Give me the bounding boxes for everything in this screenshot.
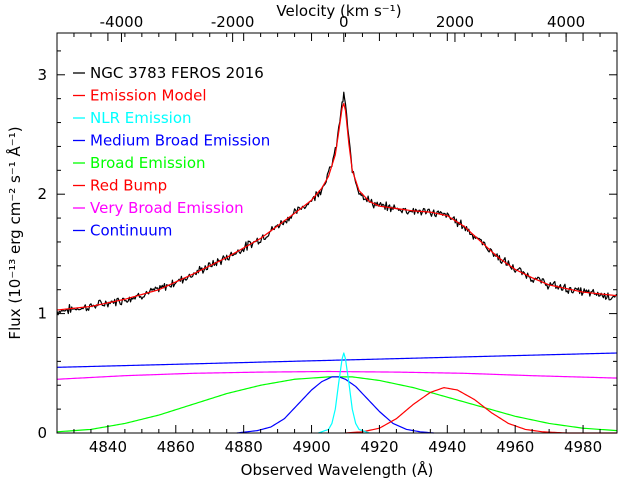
y-axis-title: Flux (10⁻¹³ erg cm⁻² s⁻¹ Å⁻¹) bbox=[5, 126, 24, 339]
series-line-3 bbox=[236, 376, 434, 434]
x-tick-label: 4860 bbox=[157, 438, 195, 456]
series-line-5 bbox=[345, 387, 617, 434]
top-tick-label: 0 bbox=[339, 13, 349, 31]
plot-frame bbox=[56, 32, 618, 434]
x-tick-label: 4960 bbox=[496, 438, 534, 456]
series-line-6 bbox=[56, 370, 618, 380]
plot-border bbox=[56, 32, 618, 434]
top-axis-title: Velocity (km s⁻¹) bbox=[276, 2, 401, 20]
top-tick-label: -4000 bbox=[100, 13, 144, 31]
series-line-1 bbox=[56, 102, 618, 311]
legend-label: Very Broad Emission bbox=[90, 199, 244, 217]
plot-curves bbox=[56, 91, 618, 434]
legend: NGC 3783 FEROS 2016 Emission Model NLR Emi… bbox=[73, 64, 270, 240]
x-tick-label: 4980 bbox=[564, 438, 602, 456]
series-line-7 bbox=[56, 352, 618, 368]
legend-label: NLR Emission bbox=[90, 109, 192, 127]
x-axis-title: Observed Wavelength (Å) bbox=[241, 460, 434, 479]
top-tick-label: 4000 bbox=[547, 13, 585, 31]
legend-label: Medium Broad Emission bbox=[90, 132, 270, 150]
legend-label: Emission Model bbox=[90, 87, 207, 105]
legend-label: Red Bump bbox=[90, 177, 167, 195]
x-tick-label: 4920 bbox=[360, 438, 398, 456]
legend-label: Broad Emission bbox=[90, 154, 206, 172]
series-line-2 bbox=[318, 352, 370, 434]
x-tick-label: 4940 bbox=[428, 438, 466, 456]
y-tick-label: 1 bbox=[37, 305, 47, 323]
series-line-4 bbox=[56, 376, 618, 433]
y-tick-label: 0 bbox=[37, 424, 47, 442]
x-tick-label: 4900 bbox=[292, 438, 330, 456]
y-tick-label: 2 bbox=[37, 185, 47, 203]
x-tick-label: 4840 bbox=[89, 438, 127, 456]
legend-label: Continuum bbox=[90, 222, 172, 240]
legend-label: NGC 3783 FEROS 2016 bbox=[90, 64, 264, 82]
top-tick-label: -2000 bbox=[211, 13, 255, 31]
x-tick-label: 4880 bbox=[225, 438, 263, 456]
y-tick-label: 3 bbox=[37, 66, 47, 84]
top-tick-label: 2000 bbox=[436, 13, 474, 31]
axis-ticks: 4840 4860 4880 4900 4920 4940 4960 4980 0 1 2 3 -400… bbox=[37, 13, 618, 456]
